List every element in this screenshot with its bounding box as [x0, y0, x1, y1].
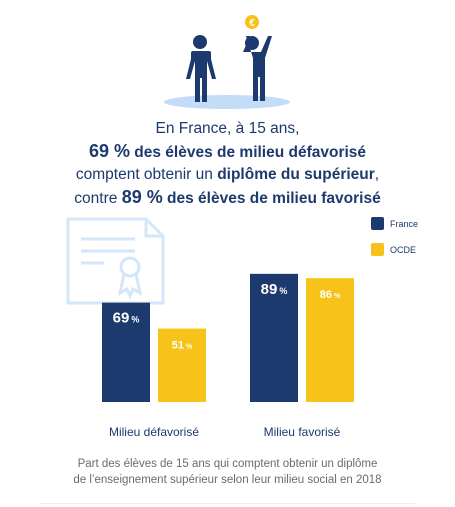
bar-value-label-ocde-1: 51% — [172, 340, 193, 352]
bars: 69 % 51 % Milieu défavorisé 89% 86 % Milieu favo… — [102, 273, 354, 439]
bar-france-1 — [102, 302, 150, 402]
headline-pct-france: 69 % — [88, 141, 130, 161]
ground-ellipse — [164, 95, 290, 109]
caption-line-1: Part des élèves de 15 ans qui comptent o… — [77, 458, 378, 470]
legend-swatch-ocde — [371, 243, 384, 256]
hero-illustration: € — [164, 15, 290, 109]
chart-caption: Part des élèves de 15 ans qui comptent o… — [0, 456, 455, 488]
headline: En France, à 15 ans, 69 % des élèves de … — [0, 118, 455, 210]
category-label-2: Milieu favorisé — [264, 425, 341, 439]
headline-pct-favorise: 89 % — [121, 187, 163, 207]
category-label-1: Milieu défavorisé — [109, 425, 199, 439]
bar-france-2 — [250, 273, 298, 402]
coin-symbol: € — [249, 18, 255, 29]
headline-line-1: En France, à 15 ans, — [155, 120, 300, 137]
happy-student-icon — [243, 36, 272, 101]
headline-line-3: comptent obtenir un diplôme du supérieur… — [75, 166, 380, 183]
student-icon — [186, 35, 216, 102]
legend-swatch-france — [371, 217, 384, 230]
bar-value-label-france-1: 69% — [113, 310, 140, 327]
euro-coin-icon: € — [245, 15, 259, 29]
legend: France OCDE — [371, 217, 418, 256]
legend-label-france: France — [390, 219, 418, 229]
caption-line-2: de l’enseignement supérieur selon leur m… — [73, 474, 382, 486]
bar-value-label-ocde-2: 86% — [320, 289, 341, 301]
headline-line-4: contre 89 % des élèves de milieu favoris… — [74, 187, 381, 207]
headline-line-2: 69 % des élèves de milieu défavorisé — [88, 141, 367, 161]
bar-chart: 69 % 51 % Milieu défavorisé 89% 86 % Milieu favo… — [66, 217, 418, 439]
bar-ocde-2 — [306, 278, 354, 402]
bar-value-label-france-2: 89% — [261, 281, 288, 298]
bar-ocde-1 — [158, 328, 206, 402]
divider — [40, 503, 415, 504]
legend-label-ocde: OCDE — [390, 245, 416, 255]
diploma-icon — [66, 217, 165, 305]
